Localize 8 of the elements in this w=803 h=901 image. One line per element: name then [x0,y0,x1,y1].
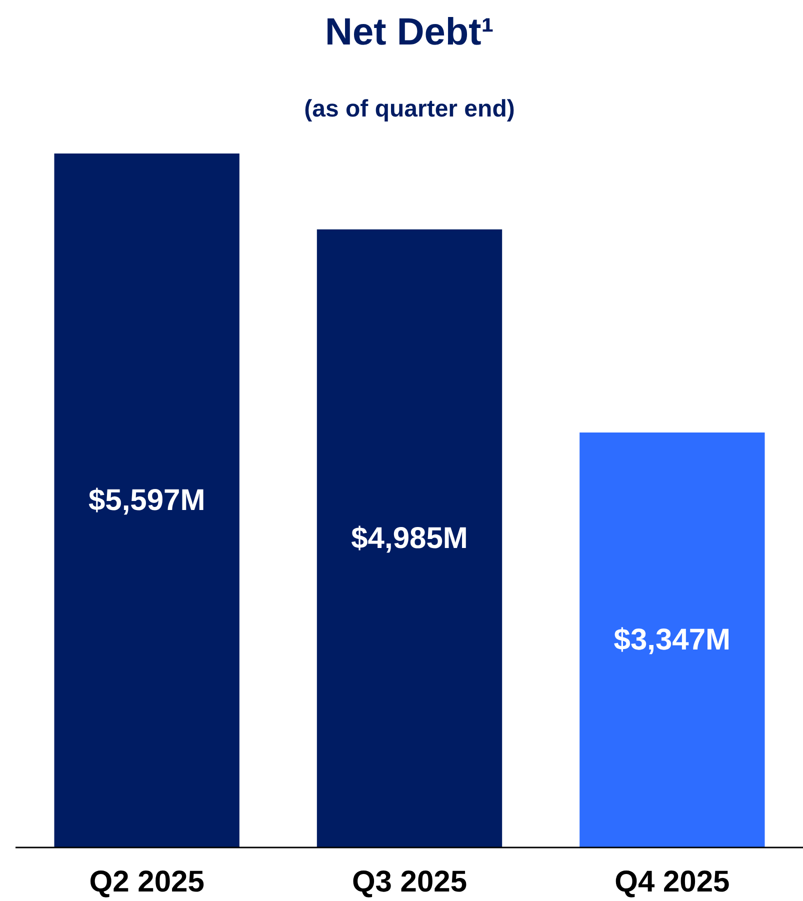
data-label: $4,985M [351,522,468,555]
x-tick-label: Q3 2025 [352,866,468,898]
chart-title: Net Debt¹ [325,12,494,54]
x-tick-label: Q4 2025 [614,866,730,898]
data-label: $5,597M [88,484,206,517]
x-tick-label: Q2 2025 [89,866,204,898]
data-label: $3,347M [614,623,731,656]
chart-subtitle: (as of quarter end) [304,96,515,122]
